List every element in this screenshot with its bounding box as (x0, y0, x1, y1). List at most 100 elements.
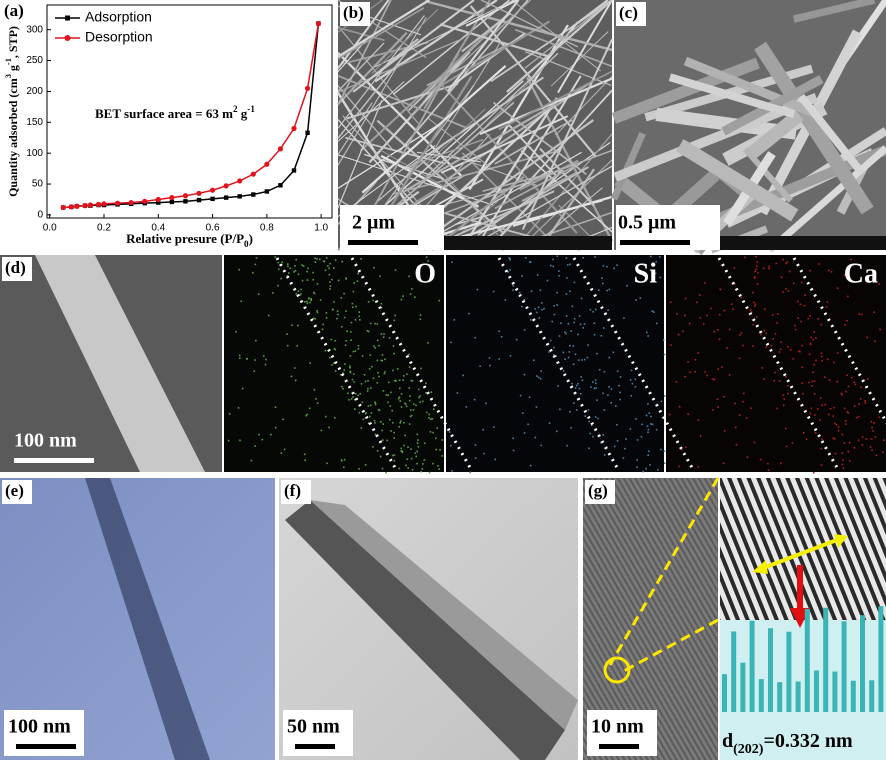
eds-dot (574, 353, 577, 356)
eds-dot (450, 341, 452, 344)
eds-dot (498, 358, 501, 360)
eds-dot (697, 465, 700, 468)
eds-dot (573, 281, 576, 284)
legend-label: Adsorption (85, 9, 152, 25)
eds-dot (802, 431, 805, 434)
eds-dot (565, 293, 568, 295)
eds-dot (765, 346, 768, 348)
eds-dot (349, 331, 352, 333)
eds-dot (415, 455, 417, 458)
eds-dot (578, 387, 581, 390)
eds-dot (316, 310, 318, 312)
eds-dot (358, 315, 360, 318)
element-label: Si (634, 258, 658, 289)
eds-dot (533, 359, 535, 362)
eds-dot (523, 432, 526, 434)
eds-dot (412, 409, 415, 411)
eds-dot (648, 412, 651, 414)
eds-dot (482, 428, 484, 431)
eds-dot (390, 430, 392, 432)
eds-dot (837, 430, 840, 432)
eds-dot (813, 393, 816, 395)
eds-dot (567, 322, 570, 325)
profile-bar (878, 606, 884, 712)
eds-dot (416, 433, 419, 436)
eds-dot (828, 379, 831, 381)
eds-dot (565, 315, 568, 317)
eds-dot (800, 320, 803, 323)
eds-dot (702, 323, 705, 325)
eds-dot (854, 383, 857, 386)
eds-dot (841, 393, 843, 396)
eds-dot (392, 421, 394, 424)
eds-dot (615, 405, 617, 407)
eds-dot (534, 436, 537, 439)
marker (196, 197, 202, 203)
eds-dot (619, 391, 621, 394)
eds-dot (785, 288, 787, 290)
eds-dot (713, 378, 716, 381)
eds-dot (240, 300, 243, 303)
eds-dot (333, 347, 336, 350)
eds-dot (383, 372, 386, 375)
panel-label: (e) (5, 481, 24, 500)
eds-dot (717, 406, 719, 408)
eds-dot (573, 317, 576, 320)
eds-dot (551, 320, 554, 323)
eds-dot (768, 265, 770, 268)
eds-dot (756, 261, 758, 263)
eds-dot (550, 264, 552, 267)
eds-dot (647, 431, 649, 434)
fiber (767, 145, 886, 253)
x-tick-label: 0.8 (260, 223, 274, 234)
eds-dot (507, 271, 510, 273)
eds-dot (341, 260, 344, 263)
eds-dot (420, 367, 422, 370)
eds-dot (521, 305, 523, 308)
eds-dot (833, 406, 835, 409)
eds-dot (753, 277, 756, 279)
eds-dot (684, 297, 687, 300)
chart: 0.0 0.2 0.4 0.6 0.8 1.0 0 50 100 150 200 250 300 Rela… (0, 0, 336, 250)
label-box (616, 2, 646, 26)
eds-dot (295, 258, 297, 261)
scale-bar (16, 744, 76, 749)
fiber (337, 17, 427, 166)
eds-dot (411, 288, 413, 290)
eds-dot (558, 335, 561, 337)
annotation-part: 2 (233, 104, 238, 114)
profile-bar (841, 621, 847, 712)
eds-dot (750, 311, 753, 313)
eds-dot (410, 414, 413, 417)
eds-dot (438, 468, 440, 470)
fiber (465, 0, 518, 27)
eds-dot (393, 352, 395, 355)
eds-dot (738, 414, 741, 416)
fiber (492, 101, 587, 175)
eds-dot (425, 411, 428, 414)
marker (250, 171, 256, 177)
eds-dot (353, 381, 355, 383)
eds-dot (565, 332, 567, 335)
eds-dot (378, 344, 380, 347)
x-tick-label: 0.6 (206, 223, 220, 234)
x-tick-label: 0.0 (43, 223, 57, 234)
eds-dot (564, 331, 566, 334)
eds-dot (734, 402, 736, 405)
eds-dot (749, 309, 752, 311)
eds-dot (274, 426, 277, 429)
eds-dot (415, 404, 417, 407)
eds-dot (812, 371, 815, 374)
eds-dot (698, 294, 701, 296)
eds-dot (883, 439, 885, 441)
eds-dot (770, 344, 772, 347)
eds-dot (333, 267, 335, 269)
marker (315, 20, 322, 27)
eds-dot (786, 261, 788, 263)
eds-dot (297, 273, 300, 276)
eds-dot (277, 284, 279, 287)
eds-dot (398, 425, 400, 428)
y-tick-label: 250 (26, 55, 43, 66)
eds-dot (441, 439, 444, 441)
eds-dot (841, 452, 844, 455)
